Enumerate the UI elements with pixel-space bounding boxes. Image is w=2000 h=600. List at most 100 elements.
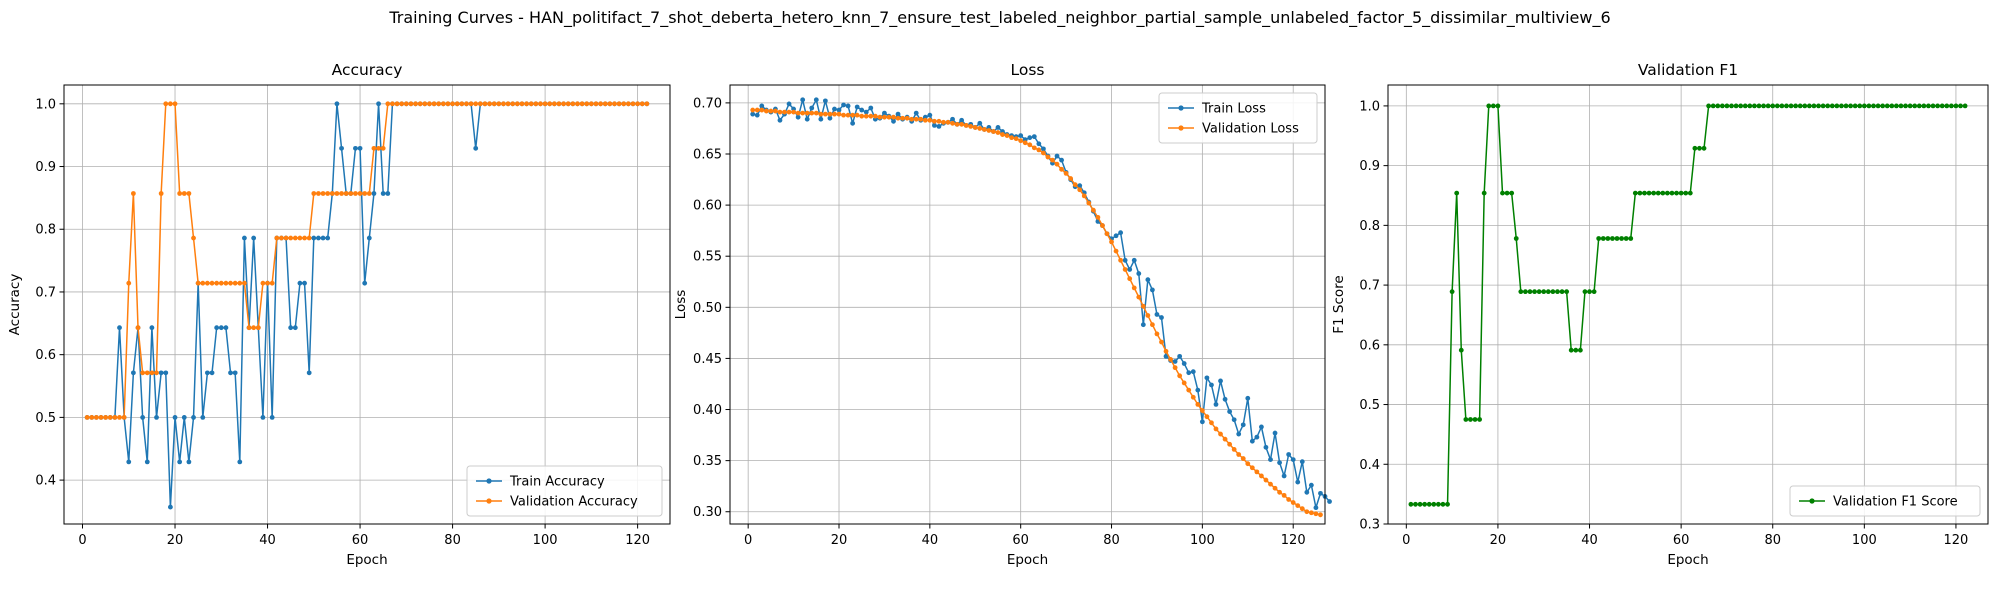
data-point xyxy=(482,101,488,107)
data-point xyxy=(1245,461,1251,467)
data-point xyxy=(1272,485,1278,491)
data-point xyxy=(827,111,833,117)
data-point xyxy=(1304,509,1310,515)
data-point xyxy=(353,191,358,196)
axes-frame xyxy=(729,84,1326,525)
data-point xyxy=(343,191,349,196)
y-tick-label: 0.7 xyxy=(35,285,56,300)
data-point xyxy=(1884,103,1890,109)
data-point xyxy=(524,101,529,107)
data-point xyxy=(514,101,520,107)
legend-box xyxy=(466,465,663,517)
data-point xyxy=(1308,482,1314,488)
data-point xyxy=(84,414,90,420)
data-point xyxy=(1646,190,1652,196)
data-point xyxy=(1299,506,1305,512)
data-point xyxy=(436,101,442,107)
data-point xyxy=(177,459,183,465)
data-point xyxy=(977,120,983,126)
data-point xyxy=(1231,446,1237,452)
data-point xyxy=(991,129,996,134)
data-point xyxy=(366,235,372,241)
data-point xyxy=(1719,103,1725,109)
x-tick-label: 80 xyxy=(1103,533,1120,548)
data-point xyxy=(1866,103,1872,109)
y-tick-label: 0.35 xyxy=(693,454,722,469)
y-tick-label: 0.60 xyxy=(693,199,722,214)
data-point xyxy=(845,103,851,109)
y-tick-label: 0.6 xyxy=(35,348,56,363)
data-point xyxy=(1834,103,1840,109)
chart-title: Validation F1 xyxy=(1638,61,1738,79)
legend-label: Train Accuracy xyxy=(509,475,605,490)
data-point xyxy=(1591,289,1597,295)
legend: Train Accuracy Validation Accuracy xyxy=(466,465,663,517)
data-point xyxy=(1857,103,1863,109)
data-point xyxy=(900,115,905,121)
data-point xyxy=(376,145,381,151)
data-point xyxy=(1509,190,1515,196)
data-point xyxy=(1159,339,1164,345)
data-point xyxy=(547,101,553,107)
data-point xyxy=(1031,145,1037,151)
legend-label: Train Loss xyxy=(1201,102,1266,117)
data-point xyxy=(950,116,955,122)
data-point xyxy=(1072,182,1078,188)
data-point xyxy=(218,280,224,286)
data-point xyxy=(1095,214,1101,220)
data-point xyxy=(1213,402,1219,407)
data-point xyxy=(809,110,815,116)
data-point xyxy=(1619,236,1624,241)
data-point xyxy=(1000,132,1005,137)
data-point xyxy=(1500,190,1505,196)
data-point xyxy=(804,110,810,116)
data-point xyxy=(1199,408,1205,413)
data-point xyxy=(1861,103,1867,109)
data-point xyxy=(186,459,192,465)
data-point xyxy=(1041,150,1046,156)
data-point xyxy=(1290,457,1296,463)
x-tick-label: 20 xyxy=(1490,533,1507,548)
data-point xyxy=(130,370,136,376)
data-point xyxy=(1018,138,1024,144)
data-point xyxy=(223,325,229,331)
data-point xyxy=(209,280,215,286)
data-point xyxy=(1054,153,1060,159)
data-point xyxy=(316,191,321,196)
series-line xyxy=(87,103,647,508)
data-point xyxy=(1495,103,1501,109)
data-point xyxy=(584,101,590,107)
data-point xyxy=(519,101,525,107)
data-point xyxy=(320,235,326,241)
data-point xyxy=(357,145,363,151)
data-point xyxy=(913,110,919,116)
data-point xyxy=(181,191,187,196)
data-point xyxy=(832,106,837,112)
data-point xyxy=(1209,382,1214,388)
data-point xyxy=(1113,248,1119,254)
data-point xyxy=(1916,103,1922,109)
data-point xyxy=(1715,103,1721,109)
data-point xyxy=(1871,103,1876,109)
data-point xyxy=(1825,103,1831,109)
data-point xyxy=(972,125,978,130)
data-point xyxy=(1145,277,1151,283)
data-point xyxy=(644,101,650,107)
data-point xyxy=(140,414,146,420)
data-point xyxy=(1770,103,1776,109)
data-point xyxy=(427,101,432,107)
data-point xyxy=(158,191,164,196)
data-point xyxy=(311,235,317,241)
data-point xyxy=(836,111,842,117)
x-tick-label: 100 xyxy=(1852,533,1877,548)
data-point xyxy=(163,101,169,107)
data-point xyxy=(218,325,224,331)
data-point xyxy=(836,107,842,113)
axes-frame xyxy=(63,84,671,525)
data-point xyxy=(1564,289,1570,295)
data-point xyxy=(927,112,933,118)
data-point xyxy=(172,414,178,420)
data-point xyxy=(1674,190,1679,196)
data-point xyxy=(1131,285,1137,291)
